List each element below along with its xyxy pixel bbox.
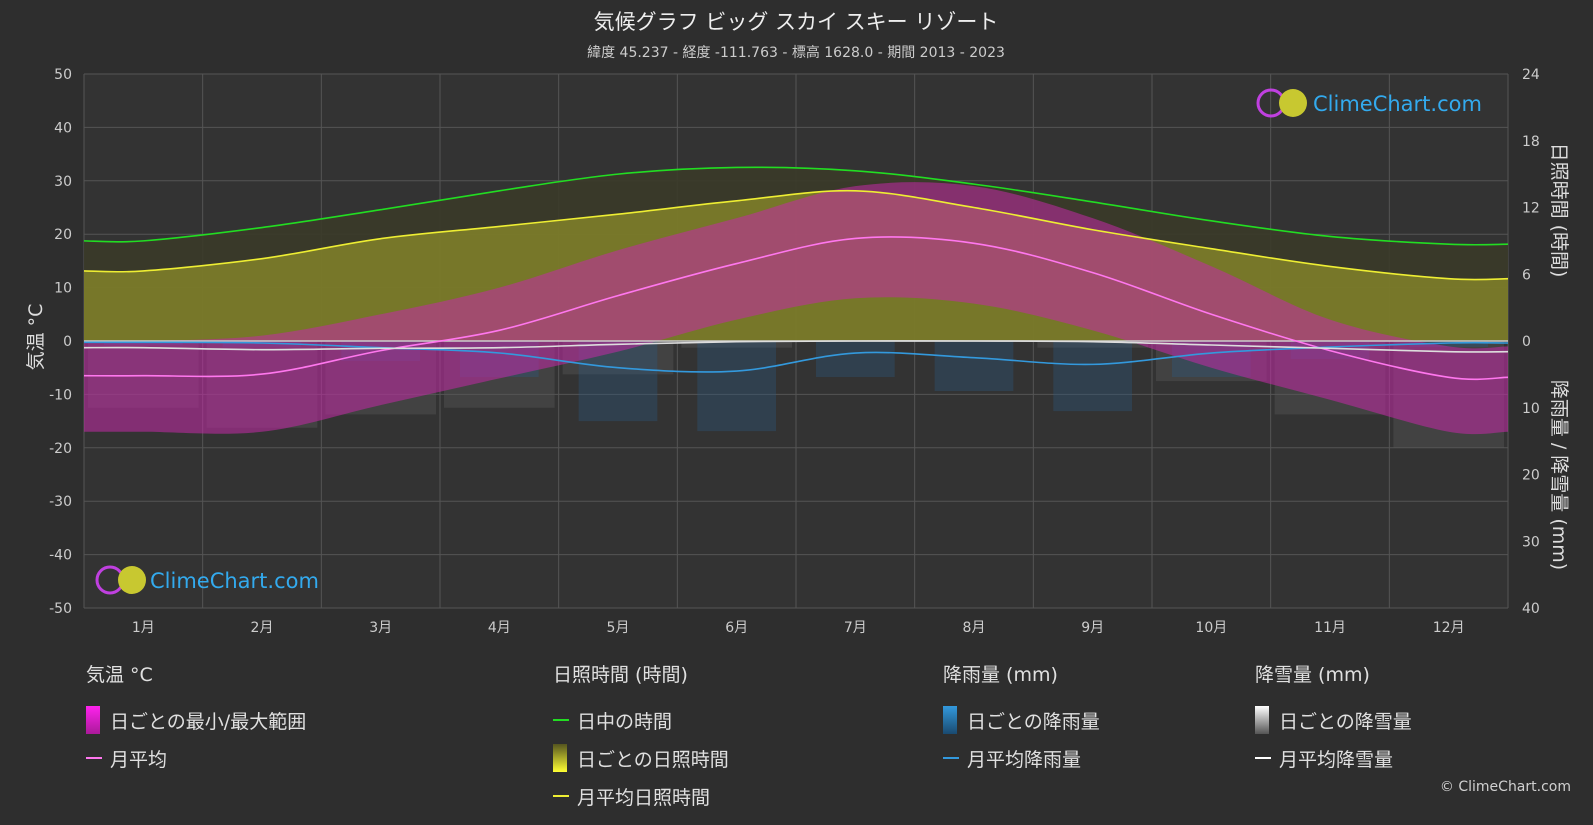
- rain-bar: [697, 341, 776, 432]
- daylight-line: [83, 166, 1509, 246]
- legend-item: 月平均: [86, 739, 306, 777]
- legend-label: 日ごとの降雪量: [1279, 710, 1412, 733]
- x-tick-label: 9月: [1081, 620, 1104, 636]
- swatch-temp-avg: [86, 757, 102, 759]
- sunshine-avg-line: [83, 189, 1509, 281]
- logo-top: ClimeChart.com: [1256, 88, 1482, 118]
- legend-rain-heading: 降雨量 (mm): [943, 664, 1058, 686]
- x-tick-label: 4月: [488, 620, 511, 636]
- left-tick-label: 20: [54, 227, 72, 243]
- swatch-temp-range: [86, 706, 100, 734]
- logo-text-top: ClimeChart.com: [1313, 92, 1482, 116]
- legend-label: 日中の時間: [577, 710, 673, 733]
- legend-snow-heading: 降雪量 (mm): [1255, 664, 1370, 686]
- legend-item: 月平均降雨量: [943, 739, 1100, 777]
- legend-item: 日ごとの降雪量: [1255, 701, 1412, 739]
- legend-label: 月平均降雨量: [967, 748, 1082, 771]
- legend-temp: 気温 °C 日ごとの最小/最大範囲 月平均: [86, 660, 306, 777]
- left-axis-label: 気温 °C: [25, 304, 47, 371]
- left-tick-label: 10: [54, 281, 72, 297]
- legend-item: 日ごとの日照時間: [553, 739, 729, 777]
- right-top-axis-label: 日照時間 (時間): [1548, 143, 1570, 278]
- swatch-rain: [943, 706, 957, 734]
- right-bottom-axis-label: 降雨量 / 降雪量 (mm): [1548, 380, 1570, 570]
- logo-bottom: ClimeChart.com: [95, 565, 319, 595]
- copyright: © ClimeChart.com: [1439, 779, 1571, 795]
- legend-item: 日中の時間: [553, 701, 729, 739]
- left-tick-label: -30: [49, 494, 72, 510]
- swatch-snow-avg: [1255, 757, 1271, 759]
- legend-item: 月平均日照時間: [553, 777, 729, 815]
- legend-label: 月平均日照時間: [577, 786, 711, 809]
- chart-subtitle: 緯度 45.237 - 経度 -111.763 - 標高 1628.0 - 期間…: [587, 44, 1005, 61]
- x-tick-label: 5月: [607, 620, 630, 636]
- legend-label: 日ごとの日照時間: [577, 748, 729, 771]
- x-tick-label: 1月: [132, 620, 155, 636]
- x-tick-label: 7月: [844, 620, 867, 636]
- legend-item: 日ごとの降雨量: [943, 701, 1100, 739]
- swatch-sunshine-avg: [553, 795, 569, 797]
- swatch-daylight: [553, 719, 569, 721]
- temp-avg-line: [83, 236, 1509, 381]
- right-bottom-tick-label: 40: [1522, 601, 1540, 617]
- x-tick-label: 6月: [725, 620, 748, 636]
- right-bottom-tick-label: 30: [1522, 534, 1540, 550]
- snow-bar: [1037, 341, 1148, 348]
- x-tick-label: 11月: [1314, 620, 1346, 636]
- legend-label: 月平均: [110, 748, 168, 771]
- left-tick-label: -50: [49, 601, 72, 617]
- snow-avg-line: [83, 340, 1509, 353]
- x-tick-label: 2月: [251, 620, 274, 636]
- logo-sun-icon: [118, 566, 146, 594]
- logo-sun-icon: [1279, 89, 1307, 117]
- legend-sun: 日照時間 (時間) 日中の時間 日ごとの日照時間 月平均日照時間: [553, 660, 729, 815]
- left-tick-label: 30: [54, 174, 72, 190]
- x-tick-label: 12月: [1433, 620, 1465, 636]
- x-tick-label: 8月: [963, 620, 986, 636]
- right-top-tick-label: 24: [1522, 67, 1540, 83]
- rain-bar: [816, 341, 895, 378]
- legend-snow: 降雪量 (mm) 日ごとの降雪量 月平均降雪量: [1255, 660, 1412, 777]
- swatch-rain-avg: [943, 757, 959, 759]
- chart-title: 気候グラフ ビッグ スカイ スキー リゾート: [594, 10, 999, 34]
- rain-avg-line: [83, 341, 1509, 373]
- legend-label: 月平均降雪量: [1279, 748, 1394, 771]
- right-top-tick-label: 18: [1522, 134, 1540, 150]
- left-tick-label: -20: [49, 441, 72, 457]
- rain-bar: [1409, 341, 1488, 348]
- logo-text-bottom: ClimeChart.com: [150, 569, 319, 593]
- left-tick-label: 40: [54, 120, 72, 136]
- right-top-tick-label: 12: [1522, 201, 1540, 217]
- legend-label: 日ごとの最小/最大範囲: [110, 710, 307, 733]
- rain-bar: [934, 341, 1014, 392]
- legend-label: 日ごとの降雨量: [967, 710, 1100, 733]
- right-bottom-tick-label: 20: [1522, 468, 1540, 484]
- left-tick-label: -10: [49, 387, 72, 403]
- right-top-tick-label: 0: [1522, 334, 1531, 350]
- x-tick-label: 3月: [369, 620, 392, 636]
- legend-item: 月平均降雪量: [1255, 739, 1412, 777]
- x-tick-label: 10月: [1195, 620, 1227, 636]
- left-tick-label: -40: [49, 548, 72, 564]
- temp-range-area: [84, 182, 1508, 435]
- climate-chart: 50 40 30 20 10 0 -10 -20 -30 -40 -50 24 18 12 6 0 10 20 30…: [25, 10, 1570, 636]
- right-top-tick-label: 6: [1522, 267, 1531, 283]
- swatch-sunshine: [553, 744, 567, 772]
- legend-temp-heading: 気温 °C: [86, 664, 153, 686]
- left-tick-label: 50: [54, 67, 72, 83]
- legend-rain: 降雨量 (mm) 日ごとの降雨量 月平均降雨量: [943, 660, 1100, 777]
- swatch-snow: [1255, 706, 1269, 734]
- legend-sun-heading: 日照時間 (時間): [553, 664, 688, 686]
- legend-item: 日ごとの最小/最大範囲: [86, 701, 306, 739]
- snow-bar: [681, 341, 792, 348]
- right-bottom-tick-label: 10: [1522, 401, 1540, 417]
- left-tick-label: 0: [63, 334, 72, 350]
- rain-bar: [1053, 341, 1132, 412]
